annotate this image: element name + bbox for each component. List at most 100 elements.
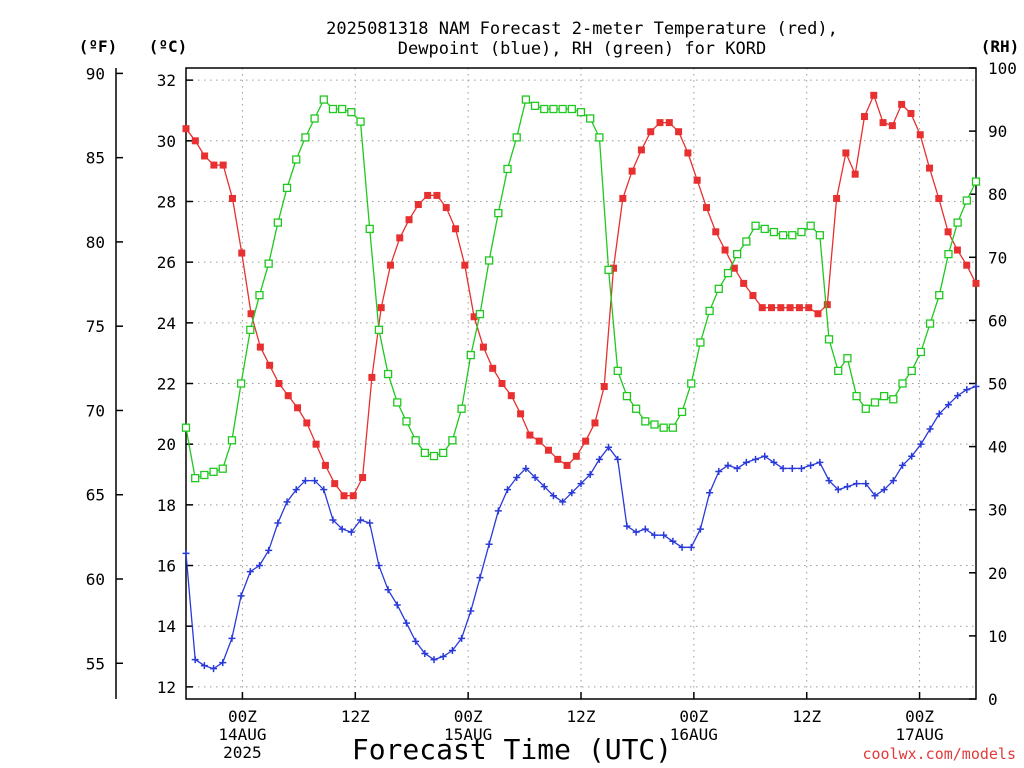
fahrenheit-tick-label: 65 <box>86 486 105 505</box>
temperature-point <box>340 492 348 500</box>
rh-point <box>558 104 567 114</box>
rh-tick-label: 30 <box>988 501 1007 520</box>
rh-point <box>788 231 797 240</box>
rh-point <box>742 237 751 246</box>
dewpoint-point <box>779 464 787 472</box>
chart-title-line2: Dewpoint (blue), RH (green) for KORD <box>398 39 766 59</box>
rh-point <box>613 366 622 376</box>
temperature-point <box>582 437 590 445</box>
rh-point <box>687 379 696 388</box>
rh-point <box>540 104 549 114</box>
celsius-tick-label: 16 <box>157 557 176 576</box>
dewpoint-point <box>329 516 337 524</box>
temperature-point <box>191 137 199 145</box>
rh-point <box>962 196 971 205</box>
rh-point <box>567 104 576 114</box>
temperature-line <box>185 93 977 497</box>
temperature-point <box>684 149 692 157</box>
rh-point <box>181 423 191 432</box>
dewpoint-point <box>458 634 466 642</box>
dewpoint-point <box>816 458 824 466</box>
rh-point <box>760 224 769 234</box>
rh-point <box>328 104 338 114</box>
dewpoint-point <box>366 519 374 527</box>
dewpoint-point <box>908 452 916 460</box>
temperature-point <box>433 191 441 199</box>
temperature-point <box>702 204 710 212</box>
fahrenheit-unit-label: (ºF) <box>79 37 118 56</box>
rh-point <box>604 265 613 275</box>
rh-tick-label: 90 <box>988 122 1007 141</box>
dewpoint-point <box>430 656 438 664</box>
rh-point <box>797 227 806 237</box>
rh-tick-label: 0 <box>988 690 998 709</box>
rh-point <box>622 391 632 401</box>
temperature-point <box>405 216 413 224</box>
dewpoint-point <box>504 486 512 494</box>
temperature-point <box>442 204 450 212</box>
rh-point <box>319 95 328 104</box>
dewpoint-point <box>972 383 980 391</box>
dewpoint-point <box>384 586 392 594</box>
rh-point <box>439 448 448 458</box>
dewpoint-point <box>228 634 236 642</box>
rh-point <box>512 133 521 142</box>
fahrenheit-tick-label: 70 <box>86 401 105 420</box>
dewpoint-point <box>191 656 199 664</box>
rh-tick-label: 50 <box>988 375 1007 394</box>
dewpoint-point <box>210 665 218 673</box>
dewpoint-point <box>393 601 401 609</box>
rh-unit-label: (RH) <box>981 37 1020 56</box>
chart-title-line1: 2025081318 NAM Forecast 2-meter Temperat… <box>326 19 838 39</box>
rh-point <box>696 338 705 347</box>
dewpoint-point <box>853 480 861 488</box>
rh-point <box>659 423 668 432</box>
rh-point <box>879 391 889 401</box>
rh-point <box>733 249 742 259</box>
temperature-point <box>210 161 218 169</box>
rh-point <box>907 366 916 376</box>
temperature-point <box>517 410 525 418</box>
temperature-point <box>544 446 552 454</box>
dewpoint-point <box>568 489 576 497</box>
temperature-point <box>758 304 766 312</box>
temperature-point <box>675 128 683 136</box>
temperature-point <box>926 164 934 172</box>
rh-point <box>374 325 384 335</box>
dewpoint-point <box>862 480 870 488</box>
temperature-point <box>359 474 367 482</box>
temperature-point <box>833 194 841 202</box>
rh-point <box>356 117 365 126</box>
dewpoint-point <box>338 525 346 533</box>
dewpoint-point <box>421 649 429 657</box>
rh-point <box>806 221 815 230</box>
rh-axis: 0 10 20 30 40 50 60 70 80 90 100 <box>969 59 1017 709</box>
temperature-point <box>851 170 859 178</box>
temperature-point <box>777 304 785 312</box>
rh-point <box>429 451 439 461</box>
celsius-tick-label: 26 <box>157 253 176 272</box>
temperature-point <box>907 110 915 118</box>
x-tick-label: 15AUG <box>444 725 492 744</box>
temperature-point <box>368 373 376 381</box>
temperature-point <box>619 194 627 202</box>
rh-point <box>586 114 595 123</box>
temperature-point <box>749 292 757 300</box>
rh-point <box>549 104 558 114</box>
dewpoint-point <box>255 562 263 570</box>
dewpoint-point <box>724 461 732 469</box>
temperature-point <box>721 246 729 254</box>
temperature-point <box>600 383 608 391</box>
dewpoint-point <box>788 464 796 472</box>
temperature-point <box>312 440 320 448</box>
temperature-point <box>535 437 543 445</box>
dewpoint-point <box>834 486 842 494</box>
rh-point <box>714 284 723 294</box>
fahrenheit-tick-label: 60 <box>86 570 105 589</box>
dewpoint-point <box>347 528 355 536</box>
dewpoint-point <box>825 477 833 485</box>
rh-point <box>953 218 962 227</box>
dewpoint-point <box>650 531 658 539</box>
dewpoint-point <box>357 516 365 524</box>
temperature-point <box>730 264 738 272</box>
